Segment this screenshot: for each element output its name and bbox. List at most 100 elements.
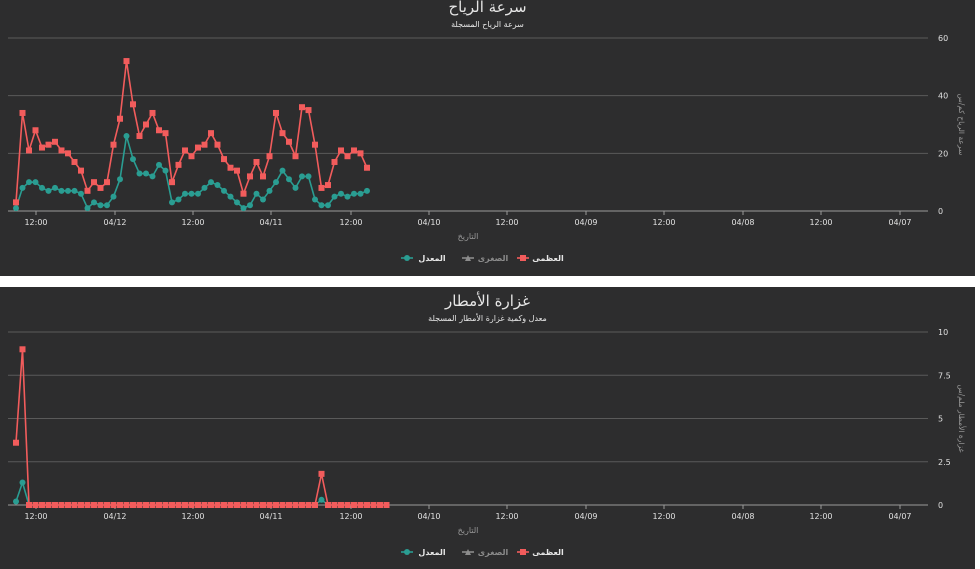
legend-label[interactable]: الصغرى bbox=[478, 254, 509, 263]
data-point-avg bbox=[78, 190, 84, 197]
legend-label[interactable]: الصغرى bbox=[478, 548, 509, 557]
data-point-max bbox=[97, 502, 104, 508]
x-tick-label: 12:00 bbox=[24, 218, 47, 227]
data-point-max bbox=[201, 141, 208, 148]
legend-item-avg[interactable]: المعدل bbox=[401, 254, 446, 263]
data-point-max bbox=[175, 161, 182, 168]
data-point-max bbox=[344, 153, 351, 160]
data-point-max bbox=[260, 173, 266, 180]
legend-marker[interactable] bbox=[404, 255, 410, 261]
legend-item-min[interactable]: الصغرى bbox=[462, 548, 508, 557]
y-tick-label: 5 bbox=[938, 415, 943, 424]
data-point-max bbox=[123, 58, 130, 65]
x-tick-label: 04/12 bbox=[103, 218, 126, 227]
legend-marker[interactable] bbox=[520, 255, 526, 261]
legend-marker[interactable] bbox=[465, 255, 471, 261]
data-point-max bbox=[344, 502, 351, 508]
data-point-max bbox=[71, 158, 78, 165]
series-line-max bbox=[15, 60, 368, 203]
data-point-avg bbox=[214, 182, 221, 189]
chart-svg: سرعة الرياح سرعة الرياح المسجلة 0 20 40 60 سرع… bbox=[8, 0, 966, 263]
data-point-max bbox=[110, 141, 117, 148]
data-point-max bbox=[292, 502, 299, 508]
data-point-max bbox=[26, 147, 32, 154]
data-point-avg bbox=[104, 202, 110, 209]
data-point-max bbox=[227, 502, 234, 508]
data-point-max bbox=[208, 130, 214, 137]
x-axis-title: التاريخ bbox=[458, 232, 479, 241]
data-point-max bbox=[357, 502, 364, 508]
legend-label[interactable]: المعدل bbox=[418, 548, 445, 557]
y-tick-label: 10 bbox=[938, 328, 948, 337]
data-point-max bbox=[214, 502, 221, 508]
data-point-max bbox=[299, 104, 305, 111]
data-point-avg bbox=[97, 202, 104, 209]
data-point-max bbox=[71, 502, 78, 508]
legend-item-max[interactable]: العظمى bbox=[517, 548, 564, 557]
data-point-max bbox=[370, 502, 377, 508]
legend-label[interactable]: العظمى bbox=[532, 254, 564, 263]
data-point-max bbox=[266, 502, 273, 508]
y-tick-label: 40 bbox=[938, 92, 948, 101]
data-point-max bbox=[312, 141, 318, 148]
data-point-max bbox=[221, 156, 227, 163]
data-point-avg bbox=[19, 479, 26, 486]
data-point-max bbox=[188, 502, 195, 508]
legend-label[interactable]: العظمى bbox=[532, 548, 564, 557]
data-point-max bbox=[247, 502, 253, 508]
data-point-max bbox=[52, 502, 58, 508]
data-point-avg bbox=[266, 187, 273, 194]
x-tick-label: 04/09 bbox=[574, 218, 597, 227]
legend-marker[interactable] bbox=[520, 549, 526, 555]
data-point-avg bbox=[19, 184, 26, 191]
data-point-max bbox=[136, 133, 143, 140]
data-point-avg bbox=[13, 205, 19, 212]
data-point-max bbox=[52, 138, 58, 145]
data-point-avg bbox=[188, 190, 195, 197]
x-tick-label: 12:00 bbox=[339, 218, 362, 227]
data-point-avg bbox=[26, 179, 32, 186]
x-tick-label: 12:00 bbox=[652, 218, 675, 227]
data-point-avg bbox=[84, 205, 91, 212]
x-tick-label: 12:00 bbox=[24, 512, 47, 521]
data-point-max bbox=[19, 346, 26, 353]
data-point-max bbox=[143, 121, 149, 128]
data-point-avg bbox=[110, 193, 117, 200]
data-point-avg bbox=[279, 167, 286, 174]
legend-marker[interactable] bbox=[404, 549, 410, 555]
data-point-max bbox=[78, 502, 84, 508]
x-tick-label: 12:00 bbox=[809, 218, 832, 227]
data-point-max bbox=[188, 153, 195, 160]
legend-item-min[interactable]: الصغرى bbox=[462, 254, 508, 263]
chart-subtitle: معدل وكمية غزارة الأمطار المسجلة bbox=[428, 313, 547, 323]
data-point-max bbox=[156, 502, 162, 508]
data-point-max bbox=[351, 147, 357, 154]
data-point-max bbox=[312, 502, 318, 508]
data-point-max bbox=[279, 502, 286, 508]
data-point-max bbox=[286, 138, 292, 145]
legend-marker[interactable] bbox=[465, 549, 471, 555]
data-point-max bbox=[169, 502, 175, 508]
data-point-max bbox=[234, 502, 240, 508]
data-point-avg bbox=[292, 184, 299, 191]
legend-label[interactable]: المعدل bbox=[418, 254, 445, 263]
data-point-max bbox=[240, 190, 247, 197]
data-point-avg bbox=[162, 167, 169, 174]
data-point-avg bbox=[305, 173, 312, 180]
data-point-max bbox=[110, 502, 117, 508]
data-point-max bbox=[84, 187, 91, 194]
data-point-avg bbox=[58, 187, 65, 194]
data-point-avg bbox=[312, 196, 318, 203]
data-point-max bbox=[292, 153, 299, 160]
data-point-max bbox=[130, 502, 136, 508]
data-point-avg bbox=[39, 184, 45, 191]
data-point-max bbox=[13, 439, 19, 446]
data-point-max bbox=[58, 147, 65, 154]
data-point-max bbox=[162, 502, 169, 508]
data-point-avg bbox=[273, 179, 279, 186]
data-point-max bbox=[130, 101, 136, 108]
data-point-avg bbox=[227, 193, 234, 200]
legend-item-avg[interactable]: المعدل bbox=[401, 548, 446, 557]
legend-item-max[interactable]: العظمى bbox=[517, 254, 564, 263]
data-point-max bbox=[364, 502, 370, 508]
